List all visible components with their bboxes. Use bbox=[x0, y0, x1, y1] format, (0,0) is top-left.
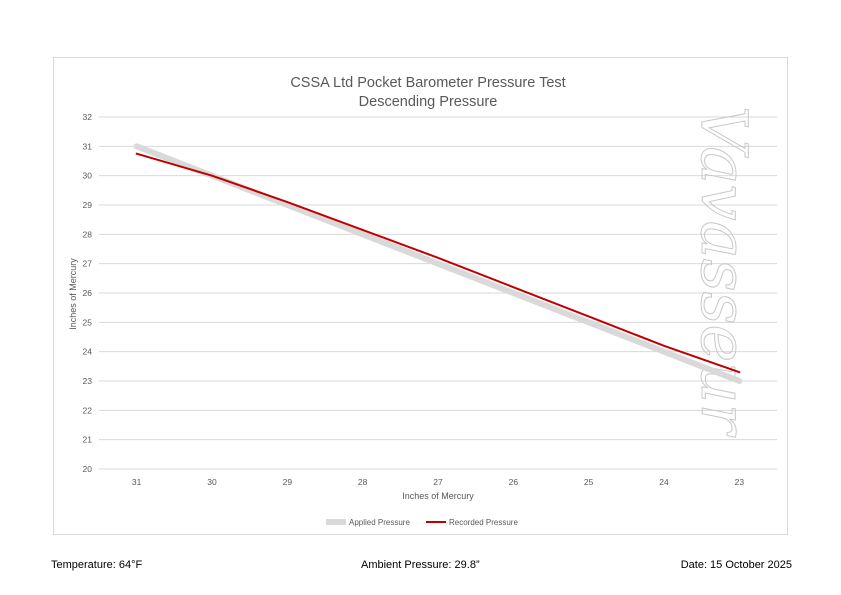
x-tick-label: 29 bbox=[283, 477, 293, 487]
vavasseur-watermark: Vavasseur bbox=[686, 106, 760, 438]
y-tick-labels: 20 21 22 23 24 25 26 27 28 29 30 31 32 bbox=[83, 112, 93, 474]
y-tick-label: 20 bbox=[83, 464, 93, 474]
date-label: Date: 15 October 2025 bbox=[680, 559, 792, 571]
x-tick-label: 23 bbox=[735, 477, 745, 487]
chart-title: CSSA Ltd Pocket Barometer Pressure Test bbox=[290, 75, 565, 91]
series-lines bbox=[133, 143, 743, 384]
x-tick-labels: 31 30 29 28 27 26 25 24 23 bbox=[132, 477, 744, 487]
y-tick-label: 26 bbox=[83, 288, 93, 298]
legend-label: Applied Pressure bbox=[349, 518, 410, 527]
legend: Applied Pressure Recorded Pressure bbox=[326, 518, 518, 527]
temperature-label: Temperature: 64°F bbox=[51, 559, 143, 571]
pressure-chart: CSSA Ltd Pocket Barometer Pressure Test … bbox=[68, 75, 777, 527]
y-tick-label: 30 bbox=[83, 171, 93, 181]
chart-subtitle: Descending Pressure bbox=[359, 94, 498, 110]
y-tick-label: 29 bbox=[83, 200, 93, 210]
x-tick-label: 24 bbox=[659, 477, 669, 487]
x-tick-label: 25 bbox=[584, 477, 594, 487]
ambient-pressure-label: Ambient Pressure: 29.8” bbox=[361, 559, 480, 571]
y-tick-label: 31 bbox=[83, 141, 93, 151]
y-axis-title: Inches of Mercury bbox=[68, 258, 78, 330]
y-tick-label: 25 bbox=[83, 317, 93, 327]
y-tick-label: 24 bbox=[83, 347, 93, 357]
x-tick-label: 26 bbox=[509, 477, 519, 487]
y-tick-label: 22 bbox=[83, 405, 93, 415]
x-tick-label: 30 bbox=[207, 477, 217, 487]
x-tick-label: 28 bbox=[358, 477, 368, 487]
series-line-recorded-pressure bbox=[135, 152, 741, 374]
x-tick-label: 31 bbox=[132, 477, 142, 487]
legend-label: Recorded Pressure bbox=[449, 518, 518, 527]
y-tick-label: 32 bbox=[83, 112, 93, 122]
y-tick-label: 27 bbox=[83, 259, 93, 269]
y-tick-label: 28 bbox=[83, 229, 93, 239]
chart-frame: CSSA Ltd Pocket Barometer Pressure Test … bbox=[53, 57, 788, 535]
x-tick-label: 27 bbox=[433, 477, 443, 487]
x-axis-title: Inches of Mercury bbox=[402, 491, 474, 501]
y-tick-label: 23 bbox=[83, 376, 93, 386]
y-tick-label: 21 bbox=[83, 435, 93, 445]
